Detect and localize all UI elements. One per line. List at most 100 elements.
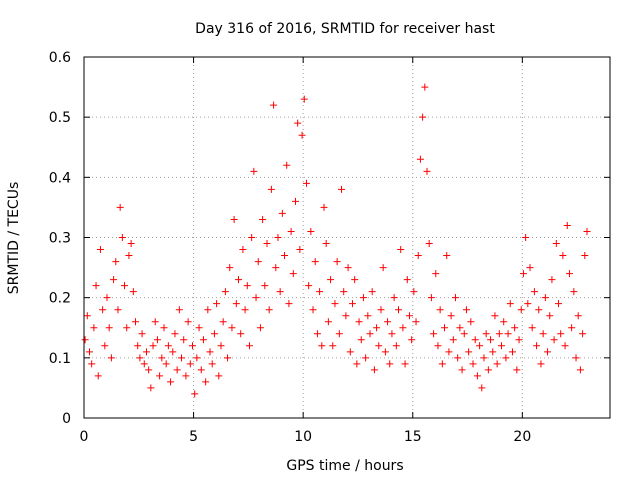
data-point (526, 264, 534, 272)
data-point (305, 282, 313, 290)
data-point (469, 360, 477, 368)
data-point (261, 282, 269, 290)
data-point (539, 330, 547, 338)
y-tick-label: 0.5 (49, 110, 71, 126)
data-point (208, 360, 216, 368)
data-point (322, 240, 330, 248)
x-tick-label: 0 (80, 429, 89, 445)
data-point (465, 348, 473, 356)
data-point (438, 360, 446, 368)
data-point (416, 155, 424, 163)
data-point (498, 342, 506, 350)
data-point (423, 167, 431, 175)
x-tick-label: 5 (189, 429, 198, 445)
y-tick-label: 0.2 (49, 291, 71, 307)
data-point (467, 318, 475, 326)
data-point (563, 221, 571, 229)
data-point (147, 384, 155, 392)
data-point (412, 318, 420, 326)
data-point (311, 258, 319, 266)
y-tick-label: 0.3 (49, 231, 71, 247)
data-point (162, 360, 170, 368)
data-point (274, 234, 282, 241)
data-point (541, 294, 549, 302)
data-point (458, 366, 466, 374)
data-point (248, 234, 256, 241)
data-point (250, 167, 258, 175)
data-point (164, 342, 172, 350)
data-point (445, 348, 453, 356)
data-point (401, 360, 409, 368)
data-point (232, 300, 240, 308)
data-point (175, 306, 183, 314)
data-point (397, 246, 405, 254)
data-point (316, 288, 324, 296)
data-point (145, 366, 153, 374)
data-point (138, 330, 146, 338)
data-point (156, 372, 164, 380)
data-point (140, 360, 148, 368)
data-point (537, 360, 545, 368)
data-point (476, 342, 484, 350)
data-point (99, 306, 107, 314)
data-point (285, 300, 293, 308)
data-point (230, 215, 238, 223)
data-point (327, 276, 335, 284)
data-point (276, 288, 284, 296)
data-point (359, 294, 367, 302)
data-point (237, 330, 245, 338)
data-point (430, 330, 438, 338)
data-point (112, 258, 120, 266)
data-point (256, 324, 264, 332)
data-point (342, 312, 350, 320)
data-point (132, 318, 140, 326)
data-point (142, 348, 150, 356)
data-point (193, 354, 201, 362)
data-point (462, 306, 470, 314)
data-point (572, 354, 580, 362)
data-point (447, 312, 455, 320)
data-point (511, 324, 519, 332)
data-point (449, 336, 457, 344)
data-point (533, 342, 541, 350)
data-point (366, 330, 374, 338)
data-point (313, 330, 321, 338)
data-point (118, 234, 126, 241)
data-point (239, 246, 247, 254)
data-point (377, 306, 385, 314)
data-point (484, 366, 492, 374)
data-point (210, 330, 218, 338)
data-point (136, 354, 144, 362)
data-point (270, 101, 278, 109)
data-point (160, 324, 168, 332)
data-point (272, 264, 280, 272)
data-point (294, 119, 302, 127)
data-point (410, 288, 418, 296)
data-point (107, 354, 115, 362)
data-point (184, 318, 192, 326)
data-point (515, 336, 523, 344)
data-point (320, 203, 328, 211)
data-point (291, 197, 299, 205)
data-point (281, 252, 289, 260)
data-point (390, 294, 398, 302)
data-point (289, 270, 297, 278)
data-point (487, 336, 495, 344)
data-point (331, 300, 339, 308)
data-point (348, 300, 356, 308)
data-point (228, 324, 236, 332)
data-point (583, 227, 591, 235)
data-point (340, 288, 348, 296)
data-point (379, 264, 387, 272)
data-point (519, 270, 527, 278)
data-point (224, 354, 232, 362)
data-point (85, 348, 93, 356)
data-point (283, 161, 291, 169)
data-point (373, 324, 381, 332)
data-point (287, 227, 295, 235)
data-point (427, 294, 435, 302)
data-point (528, 324, 536, 332)
data-point (259, 215, 267, 223)
data-point (182, 372, 190, 380)
data-point (530, 288, 538, 296)
